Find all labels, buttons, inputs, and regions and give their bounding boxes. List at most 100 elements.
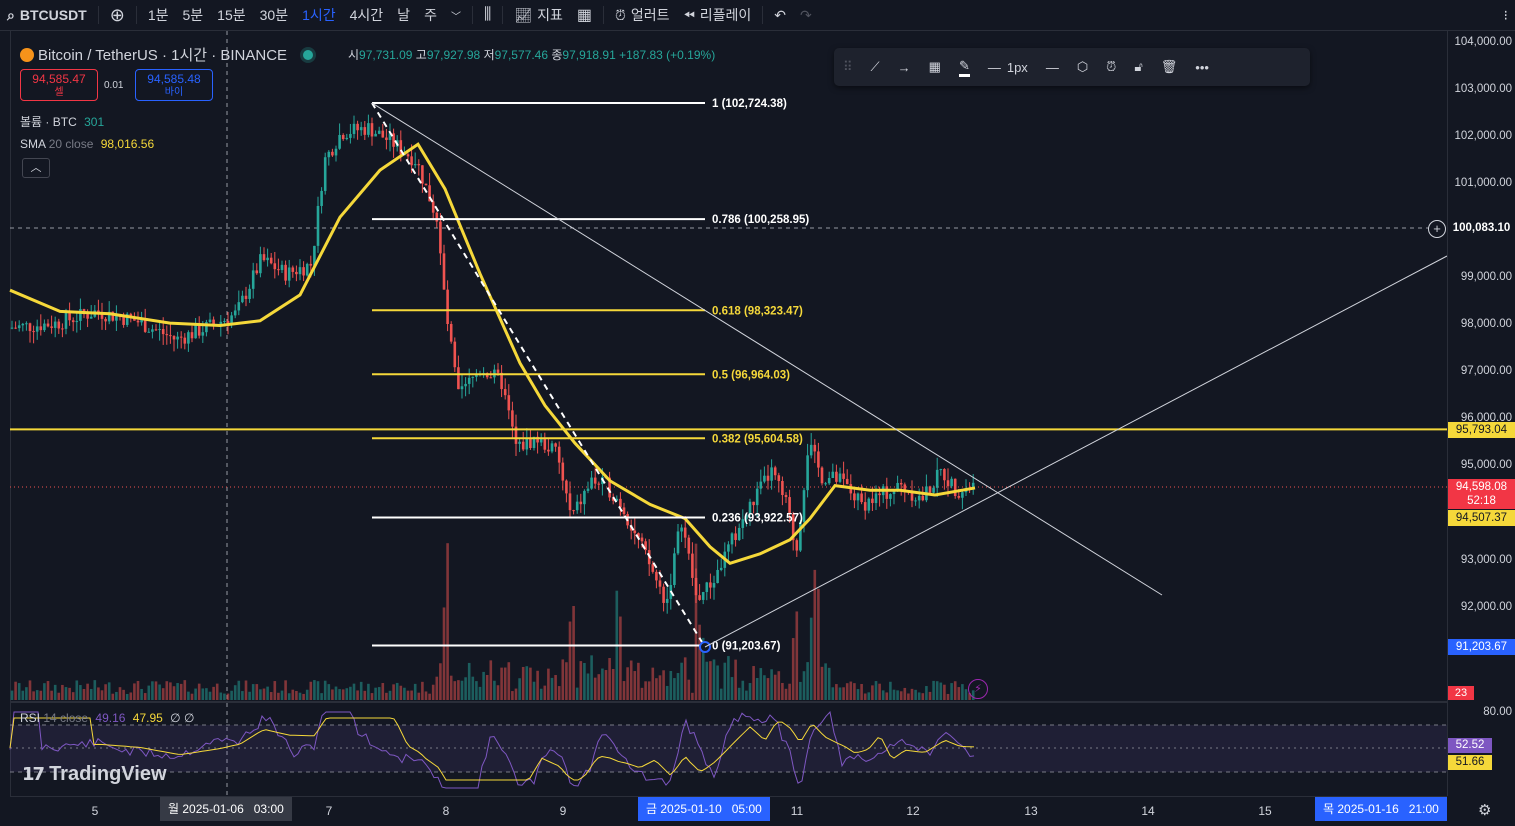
volume-bar-199 (727, 656, 730, 700)
candle-body-146 (536, 436, 539, 443)
open-label: 시 (348, 48, 360, 62)
candle-body-82 (305, 263, 309, 276)
add-alert-plus-icon[interactable]: + (1428, 220, 1446, 238)
collapse-legend-button[interactable]: ︿ (22, 158, 50, 178)
volume-bar-153 (561, 659, 565, 700)
sma-legend[interactable]: SMA 20 close 98,016.56 (20, 137, 154, 151)
volume-bar-136 (500, 667, 503, 700)
volume-bar-211 (770, 669, 773, 700)
volume-bar-252 (917, 692, 921, 700)
candle-body-178 (651, 564, 655, 572)
open-value: 97,731.09 (359, 48, 413, 62)
interval-15m[interactable]: 15분 (217, 7, 246, 23)
templates-button[interactable]: ▦ (920, 48, 950, 86)
templates-button[interactable]: ▦ (570, 0, 599, 30)
settings-button[interactable]: ⬡ (1068, 48, 1097, 86)
undo-button[interactable]: ↶ (767, 0, 793, 30)
candle-body-255 (928, 486, 932, 493)
delete-button[interactable]: 🗑︎ (1152, 48, 1187, 86)
line-width-label: 1px (1006, 59, 1028, 75)
indicators-button[interactable]: 📈︎ 지표 (507, 0, 570, 30)
compare-symbol-button[interactable]: ⊕ (103, 0, 132, 30)
trendline-tool-button[interactable]: ⟋ (862, 48, 889, 86)
interval-day[interactable]: 날 (397, 7, 411, 23)
divider (97, 6, 99, 24)
interval-4h[interactable]: 4시간 (349, 7, 384, 23)
volume-bar-258 (939, 682, 943, 700)
candle-body-219 (799, 521, 802, 551)
interval-dropdown[interactable]: ﹀ (444, 0, 468, 30)
interval-week[interactable]: 주 (424, 7, 437, 23)
volume-bar-203 (741, 680, 745, 700)
candle-body-140 (514, 426, 518, 444)
candle-body-136 (500, 372, 503, 390)
volume-bar-86 (320, 693, 323, 700)
buy-button[interactable]: 94,585.48 바이 (135, 69, 213, 101)
overflow-button[interactable]: ⁝ (1497, 0, 1515, 30)
close-value: 97,918.91 (562, 48, 616, 62)
candle-body-260 (946, 480, 950, 487)
line-color-button[interactable]: ✎ (950, 48, 979, 86)
volume-bar-107 (395, 682, 399, 700)
replay-button[interactable]: ⏪︎ 리플레이 (677, 0, 759, 30)
lock-button[interactable]: 🔓︎ (1125, 48, 1151, 86)
add-alert-button[interactable]: ⏰︎ (1097, 48, 1125, 86)
candle-body-64 (241, 295, 244, 303)
drawings-layer: 1 (102,724.38) 0.786 (100,258.95) 0.618 (9… (10, 98, 1448, 653)
arrow-tool-button[interactable]: → (889, 48, 920, 86)
candle-body-61 (230, 315, 233, 324)
candle-body-147 (539, 437, 543, 443)
redo-button[interactable]: ↷ (793, 0, 819, 30)
time-axis[interactable]: 5 7 8 9 11 12 13 14 15 월 2025-01-06 03:0… (10, 796, 1447, 826)
volume-bar-89 (331, 689, 334, 700)
line-style-button[interactable]: — (1037, 48, 1068, 86)
candle-body-141 (518, 441, 521, 444)
candle-body-158 (579, 501, 583, 505)
rsi-legend[interactable]: RSI 14 close 49.16 47.95 ∅ ∅ (20, 711, 194, 725)
volume-bar-106 (392, 684, 395, 700)
interval-30m[interactable]: 30분 (259, 7, 289, 23)
line-width-button[interactable]: — 1px (979, 48, 1037, 86)
volume-bar-63 (237, 680, 241, 700)
volume-bar-227 (827, 667, 831, 700)
volume-bar-201 (734, 659, 737, 700)
volume-bar-226 (824, 663, 827, 700)
interval-1m[interactable]: 1분 (147, 7, 169, 23)
fib-level-label-3: 0.5 (96,964.03) (712, 369, 790, 381)
lightning-icon[interactable]: ⚡︎ (968, 679, 988, 699)
candle-body-91 (338, 134, 341, 149)
volume-bar-110 (406, 690, 410, 700)
candle-body-41 (158, 329, 161, 331)
volume-bar-122 (449, 675, 453, 700)
candle-body-103 (381, 130, 385, 138)
volume-bar-85 (316, 681, 320, 700)
candle-body-169 (619, 498, 622, 508)
volume-bar-90 (334, 686, 338, 700)
alarm-plus-icon: ⏰︎ (1106, 59, 1117, 74)
candle-body-7 (35, 326, 39, 332)
tradingview-logo[interactable]: 𝟭𝟳 TradingView (22, 763, 167, 786)
candle-body-262 (953, 478, 957, 497)
candle-body-74 (277, 269, 280, 271)
candle-body-86 (320, 190, 323, 206)
rsi-tag: 52.52 (1448, 738, 1492, 753)
volume-bar-97 (359, 681, 363, 700)
volume-legend[interactable]: 볼륨 · BTC 301 (20, 113, 104, 130)
symbol-search[interactable]: ⌕ BTCUSDT (0, 0, 94, 30)
volume-bar-8 (39, 690, 43, 700)
price-axis[interactable]: 104,000.00 103,000.00 102,000.00 101,000… (1447, 31, 1515, 796)
alert-button[interactable]: ⏰︎ 얼러트 (608, 0, 677, 30)
sell-button[interactable]: 94,585.47 셀 (20, 69, 98, 101)
drag-handle[interactable]: ⠿ (843, 59, 853, 74)
settings-gear-icon[interactable]: ⚙︎ (1478, 802, 1492, 819)
candle-body-68 (255, 270, 259, 274)
candle-body-85 (316, 205, 320, 246)
time-tick: 15 (1258, 804, 1272, 818)
volume-bar-179 (655, 678, 658, 700)
hexagon-gear-icon: ⬡ (1076, 59, 1089, 74)
more-button[interactable]: ••• (1186, 48, 1218, 86)
interval-5m[interactable]: 5분 (182, 7, 204, 23)
interval-1h[interactable]: 1시간 (302, 7, 336, 23)
chart-type-button[interactable]: ⫼ (477, 0, 498, 30)
